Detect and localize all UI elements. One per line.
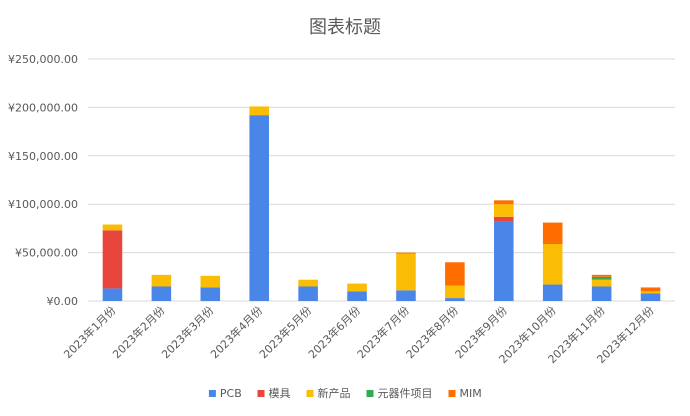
y-tick-label: ¥50,000.00 bbox=[15, 247, 78, 260]
bar-segment bbox=[249, 106, 269, 116]
y-tick-label: ¥250,000.00 bbox=[8, 53, 78, 66]
bar-segment bbox=[542, 284, 563, 301]
chart-title: 图表标题 bbox=[309, 17, 381, 38]
bar-segment bbox=[640, 291, 661, 294]
legend-swatch bbox=[366, 390, 374, 397]
bar-segment bbox=[102, 230, 123, 289]
bar-segment bbox=[494, 216, 514, 222]
bar-segment bbox=[102, 224, 123, 231]
bar-segment bbox=[494, 204, 514, 217]
bar-segment bbox=[591, 279, 612, 287]
y-tick-label: ¥150,000.00 bbox=[8, 150, 78, 163]
bar-segment bbox=[591, 286, 612, 301]
gridlines bbox=[88, 58, 675, 302]
bar-segment bbox=[298, 279, 318, 287]
legend: PCB 模具 新产品 元器件项目 MIM bbox=[208, 386, 482, 400]
bars bbox=[102, 106, 661, 301]
legend-swatch bbox=[306, 390, 314, 397]
bar-segment bbox=[396, 290, 416, 301]
bar-segment bbox=[151, 286, 172, 301]
bar-segment bbox=[542, 222, 563, 243]
legend-label: 元器件项目 bbox=[378, 387, 433, 400]
legend-label: MIM bbox=[460, 387, 482, 400]
legend-swatch bbox=[448, 390, 456, 397]
y-tick-label: ¥100,000.00 bbox=[8, 198, 78, 211]
legend-label: 模具 bbox=[269, 387, 291, 400]
bar-segment bbox=[591, 276, 612, 280]
legend-swatch bbox=[257, 390, 265, 397]
bar-segment bbox=[542, 242, 563, 244]
bar-segment bbox=[249, 115, 269, 301]
y-axis-ticks: ¥0.00 ¥50,000.00 ¥100,000.00 ¥150,000.00 ¥20… bbox=[8, 53, 78, 308]
bar-segment bbox=[494, 200, 514, 205]
bar-segment bbox=[298, 286, 318, 301]
bar-segment bbox=[542, 243, 563, 285]
y-tick-label: ¥200,000.00 bbox=[8, 101, 78, 114]
y-tick-label: ¥0.00 bbox=[47, 295, 79, 308]
legend-label: PCB bbox=[220, 387, 242, 400]
bar-segment bbox=[347, 291, 367, 301]
bar-segment bbox=[445, 262, 465, 286]
bar-segment bbox=[396, 253, 416, 291]
bar-segment bbox=[591, 274, 612, 277]
bar-segment bbox=[102, 288, 123, 301]
bar-segment bbox=[445, 298, 465, 301]
bar-segment bbox=[396, 252, 416, 254]
bar-segment bbox=[494, 221, 514, 301]
bar-segment bbox=[445, 285, 465, 299]
bar-segment bbox=[200, 275, 221, 288]
bar-segment bbox=[640, 293, 661, 301]
legend-swatch bbox=[208, 390, 216, 397]
bar-segment bbox=[200, 287, 221, 301]
bar-segment bbox=[347, 283, 367, 292]
bar-segment bbox=[640, 287, 661, 292]
legend-label: 新产品 bbox=[318, 386, 351, 400]
x-axis-ticks: 2023年1月份2023年2月份2023年3月份2023年4月份2023年5月份… bbox=[61, 303, 657, 366]
bar-segment bbox=[151, 274, 172, 287]
